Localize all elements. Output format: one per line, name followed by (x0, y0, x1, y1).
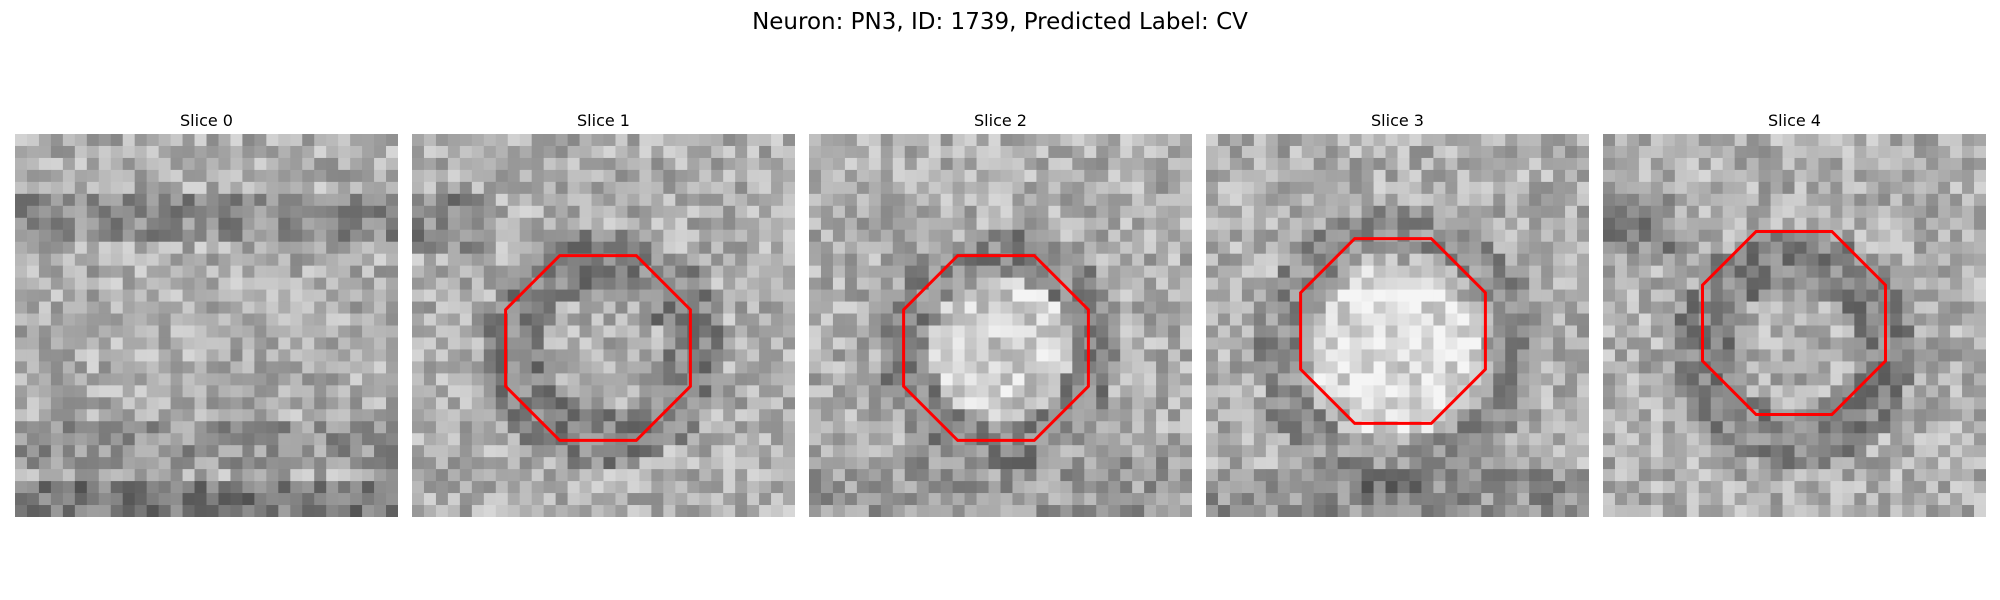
grayscale-pixels (15, 134, 398, 517)
grayscale-pixels (412, 134, 795, 517)
panel-title: Slice 0 (180, 111, 233, 130)
slice-image (15, 134, 398, 517)
figure-title: Neuron: PN3, ID: 1739, Predicted Label: … (752, 9, 1248, 35)
panel-slice-2: Slice 2 (809, 108, 1192, 517)
slice-image (412, 134, 795, 517)
octagon-marker (902, 254, 1090, 442)
grayscale-pixels (1603, 134, 1986, 517)
panel-slice-4: Slice 4 (1603, 108, 1986, 517)
octagon-marker (1299, 237, 1487, 425)
grayscale-pixels (1206, 134, 1589, 517)
panel-slice-1: Slice 1 (412, 108, 795, 517)
slice-image (809, 134, 1192, 517)
panel-slice-0: Slice 0 (15, 108, 398, 517)
panel-title: Slice 4 (1768, 111, 1821, 130)
panel-title: Slice 1 (577, 111, 630, 130)
octagon-marker (1701, 230, 1887, 416)
slice-image (1206, 134, 1589, 517)
grayscale-pixels (809, 134, 1192, 517)
panel-title: Slice 3 (1371, 111, 1424, 130)
slice-image (1603, 134, 1986, 517)
panel-slice-3: Slice 3 (1206, 108, 1589, 517)
octagon-marker (504, 254, 692, 442)
panel-title: Slice 2 (974, 111, 1027, 130)
